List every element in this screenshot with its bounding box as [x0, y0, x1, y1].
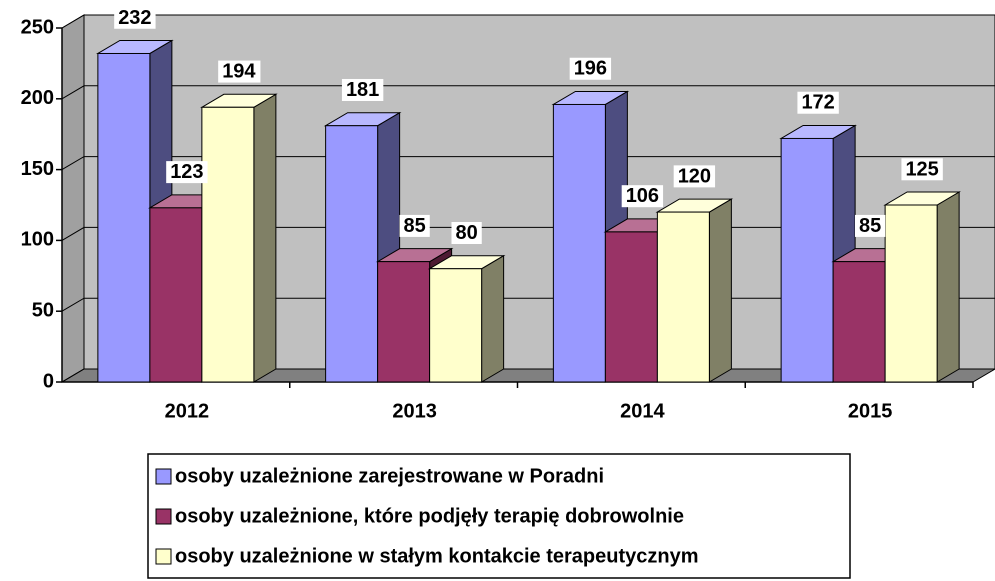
- data-label: 85: [859, 215, 881, 237]
- data-label-bg: [451, 222, 482, 245]
- bar: [656, 211, 710, 383]
- legend-swatch: [155, 508, 172, 525]
- data-label: 172: [801, 92, 834, 114]
- data-label: 181: [346, 79, 379, 101]
- legend-swatch: [155, 468, 172, 485]
- data-label-bg: [673, 165, 716, 188]
- data-label: 85: [404, 215, 426, 237]
- bar-side: [481, 254, 505, 383]
- bar-side: [708, 198, 732, 383]
- legend-label: osoby uzależnione w stałym kontakcie ter…: [175, 545, 699, 567]
- grid-line: [61, 85, 995, 100]
- data-label: 196: [574, 58, 607, 80]
- data-label: 80: [456, 222, 478, 244]
- data-label-bg: [218, 60, 261, 83]
- data-label-bg: [855, 214, 886, 237]
- data-label-bg: [399, 214, 430, 237]
- data-label-bg: [341, 78, 384, 101]
- y-tick-label: 150: [21, 158, 54, 180]
- bar-3d: [427, 254, 506, 383]
- x-tick-label: 2015: [848, 400, 893, 422]
- y-tick-label: 50: [32, 299, 54, 321]
- grid-line: [61, 14, 995, 29]
- legend-box: [147, 453, 851, 579]
- x-tick-label: 2014: [620, 400, 665, 422]
- x-tick-label: 2013: [392, 400, 437, 422]
- bar-3d: [883, 191, 961, 383]
- bar: [325, 125, 379, 383]
- data-label: 232: [118, 7, 151, 29]
- data-label-bg: [621, 185, 664, 208]
- data-label: 194: [222, 61, 256, 83]
- data-label-bg: [114, 6, 156, 29]
- x-tick-label: 2012: [165, 400, 210, 422]
- bar: [832, 261, 886, 383]
- bar: [149, 207, 203, 383]
- legend-label: osoby uzależnione zarejestrowane w Porad…: [175, 465, 604, 487]
- grid-line: [61, 156, 995, 171]
- y-tick-label: 200: [21, 87, 54, 109]
- bar: [377, 261, 431, 383]
- bar: [780, 137, 834, 383]
- data-label: 125: [905, 158, 938, 180]
- bar: [429, 268, 483, 383]
- bar: [97, 52, 151, 383]
- y-tick-label: 100: [21, 229, 54, 251]
- data-label: 106: [626, 185, 659, 207]
- bar: [884, 204, 938, 383]
- bar-side: [253, 93, 277, 383]
- data-label-bg: [166, 161, 208, 184]
- legend-swatch: [155, 548, 172, 565]
- bar-3d: [200, 93, 278, 383]
- data-label: 120: [678, 165, 711, 187]
- bar: [201, 106, 255, 383]
- y-tick-label: 0: [43, 370, 54, 392]
- data-label-bg: [797, 91, 839, 114]
- data-label: 123: [170, 161, 203, 183]
- side-wall: [61, 14, 85, 383]
- bar-3d: [655, 198, 734, 383]
- bar: [604, 231, 658, 383]
- y-tick-label: 250: [21, 16, 54, 38]
- data-label-bg: [569, 57, 612, 80]
- legend-label: osoby uzależnione, które podjęły terapię…: [175, 505, 684, 527]
- data-label-bg: [901, 158, 943, 181]
- bar-side: [936, 191, 960, 383]
- bar: [552, 103, 606, 383]
